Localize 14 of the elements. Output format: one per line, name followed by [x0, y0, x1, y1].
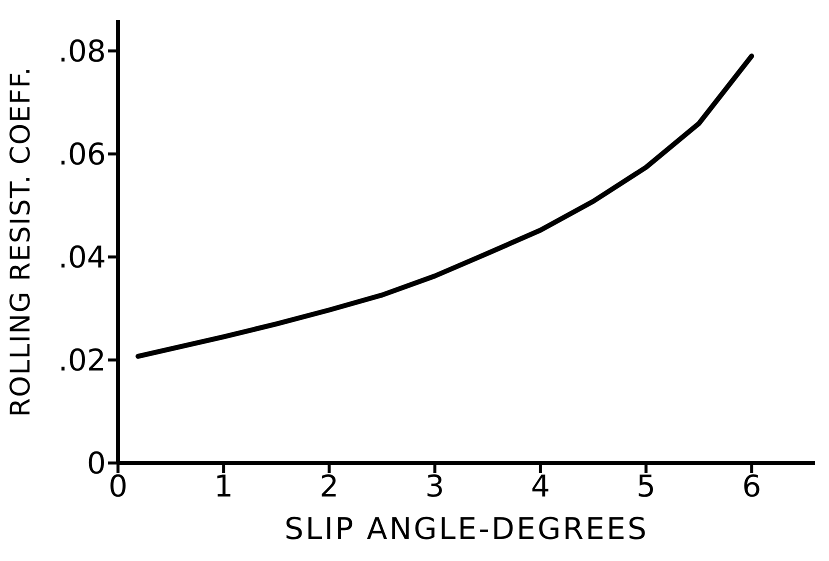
y-axis-title: ROLLING RESIST. COEFF. [6, 66, 37, 417]
x-tick-label: 6 [742, 469, 762, 504]
x-tick-label: 1 [214, 469, 234, 504]
x-tick-label: 4 [530, 469, 550, 504]
x-tick-label: 5 [636, 469, 656, 504]
y-tick-label: .06 [58, 138, 106, 173]
y-tick-label: .02 [58, 344, 106, 379]
y-tick-label: 0 [86, 446, 106, 482]
x-tick-label: 2 [320, 469, 339, 504]
y-tick-label: .08 [58, 34, 106, 70]
x-tick-label: 3 [425, 469, 444, 504]
x-tick-label: 0 [108, 469, 128, 504]
y-tick-label: .04 [58, 240, 106, 276]
x-axis-title: SLIP ANGLE-DEGREES [284, 512, 649, 547]
